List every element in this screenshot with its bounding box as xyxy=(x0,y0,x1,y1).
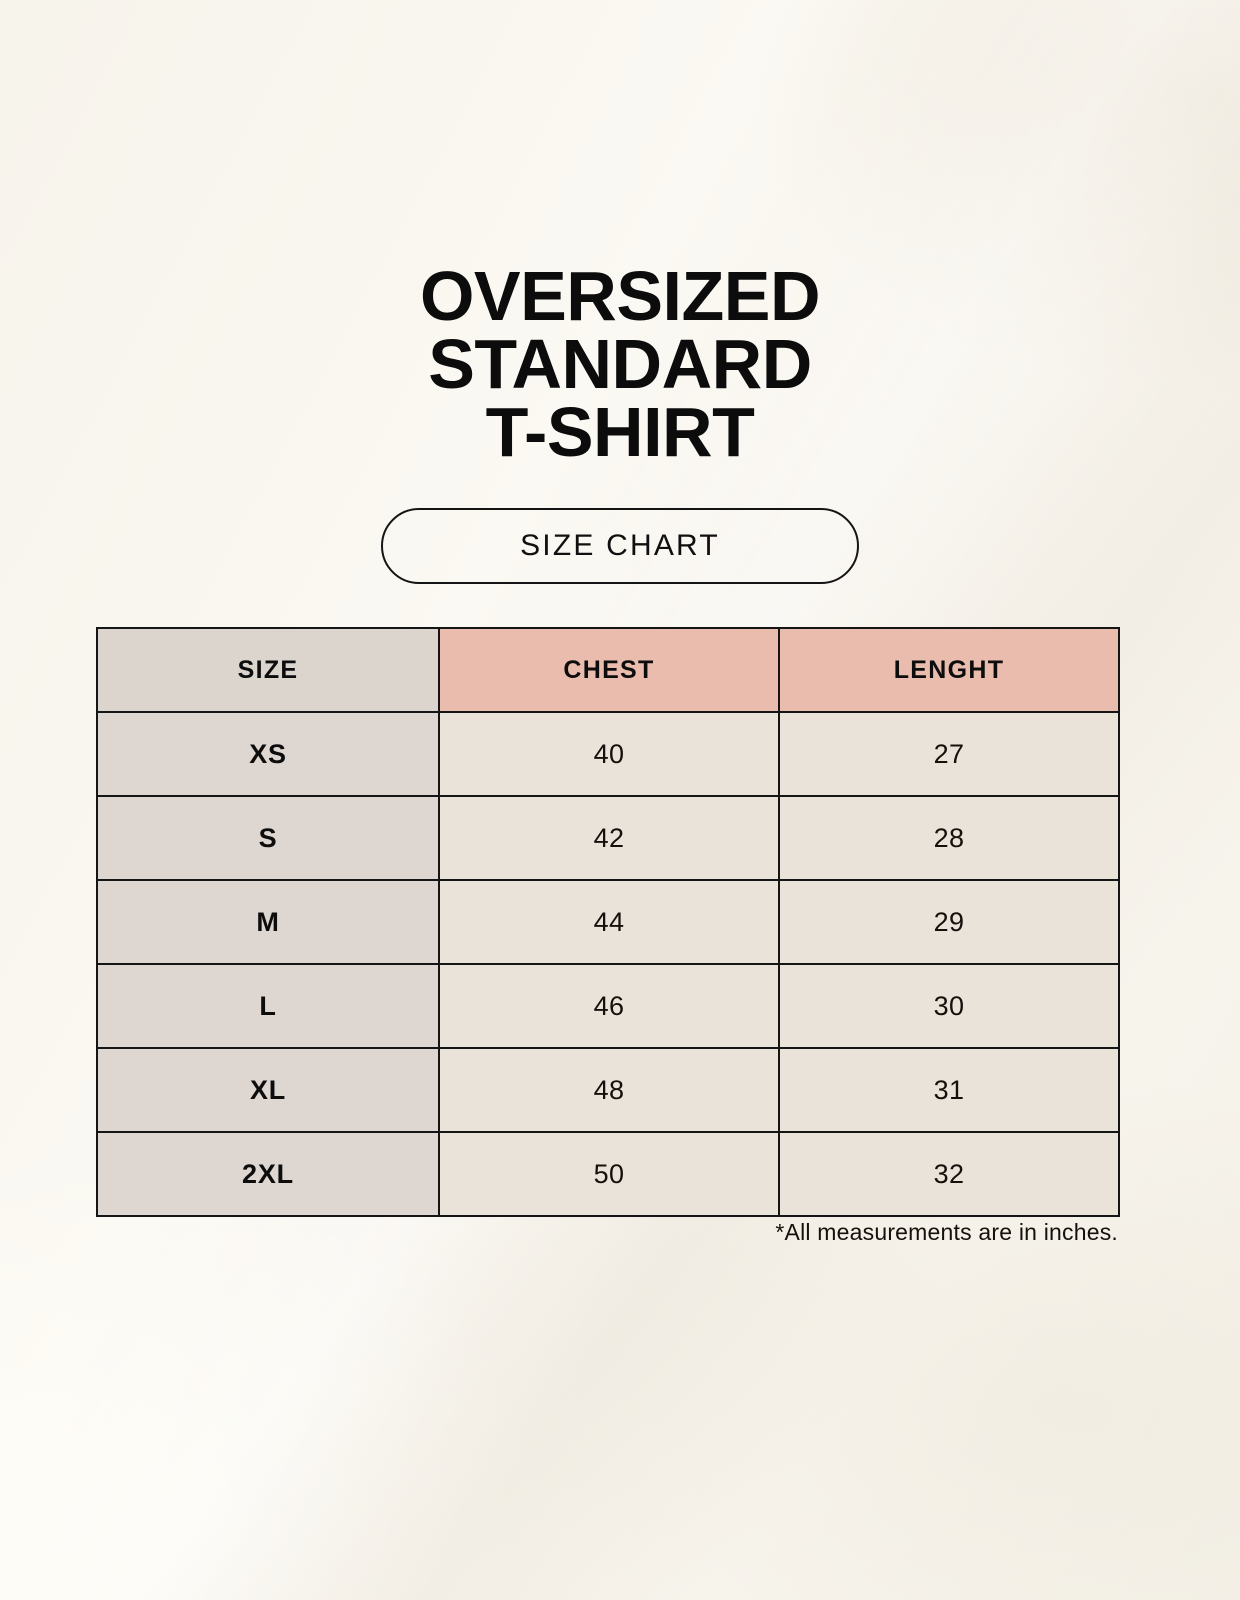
cell-chest: 44 xyxy=(438,879,780,965)
size-table-body: XS 40 27 S 42 xyxy=(96,711,1120,1217)
cell-length: 32 xyxy=(778,1131,1120,1217)
cell-size: S xyxy=(96,795,440,881)
size-value: S xyxy=(258,822,278,853)
cell-chest: 46 xyxy=(438,963,780,1049)
size-value: L xyxy=(259,990,277,1021)
column-header-chest-label: CHEST xyxy=(563,655,655,684)
size-table-container: SIZE CHEST LENGHT XS 40 xyxy=(96,627,1120,1217)
cell-chest: 48 xyxy=(438,1047,780,1133)
column-header-length-label: LENGHT xyxy=(893,655,1005,684)
length-value: 30 xyxy=(933,990,965,1021)
page-title: OVERSIZED STANDARD T-SHIRT xyxy=(0,257,1240,471)
table-row: XL 48 31 xyxy=(96,1047,1120,1133)
title-line-3: T-SHIRT xyxy=(485,393,755,471)
size-chart-badge: SIZE CHART xyxy=(381,508,859,584)
cell-length: 31 xyxy=(778,1047,1120,1133)
length-value: 31 xyxy=(933,1074,965,1105)
cell-size: L xyxy=(96,963,440,1049)
cell-length: 30 xyxy=(778,963,1120,1049)
column-header-chest: CHEST xyxy=(438,627,780,713)
cell-size: XL xyxy=(96,1047,440,1133)
chest-value: 40 xyxy=(593,738,625,769)
chest-value: 48 xyxy=(593,1074,625,1105)
chest-value: 50 xyxy=(593,1158,625,1189)
length-value: 29 xyxy=(933,906,965,937)
size-value: 2XL xyxy=(242,1158,294,1189)
cell-chest: 42 xyxy=(438,795,780,881)
table-row: XS 40 27 xyxy=(96,711,1120,797)
table-row: L 46 30 xyxy=(96,963,1120,1049)
length-value: 32 xyxy=(933,1158,965,1189)
cell-size: M xyxy=(96,879,440,965)
size-value: XS xyxy=(249,738,287,769)
title-line-1: OVERSIZED xyxy=(419,257,821,335)
cell-length: 28 xyxy=(778,795,1120,881)
measurement-units-footnote: *All measurements are in inches. xyxy=(775,1219,1118,1245)
chest-value: 42 xyxy=(593,822,625,853)
column-header-length: LENGHT xyxy=(778,627,1120,713)
size-chart-badge-label: SIZE CHART xyxy=(520,529,720,562)
table-row: S 42 28 xyxy=(96,795,1120,881)
table-row: M 44 29 xyxy=(96,879,1120,965)
title-line-2: STANDARD xyxy=(428,325,812,403)
length-value: 28 xyxy=(933,822,965,853)
column-header-size: SIZE xyxy=(96,627,440,713)
table-row: 2XL 50 32 xyxy=(96,1131,1120,1217)
size-value: XL xyxy=(249,1074,287,1105)
cell-size: 2XL xyxy=(96,1131,440,1217)
column-header-size-label: SIZE xyxy=(237,655,299,684)
cell-length: 29 xyxy=(778,879,1120,965)
cell-chest: 40 xyxy=(438,711,780,797)
size-table: SIZE CHEST LENGHT XS 40 xyxy=(96,627,1120,1217)
cell-chest: 50 xyxy=(438,1131,780,1217)
size-table-header: SIZE CHEST LENGHT xyxy=(96,627,1120,713)
chest-value: 46 xyxy=(593,990,625,1021)
chest-value: 44 xyxy=(593,906,625,937)
table-header-row: SIZE CHEST LENGHT xyxy=(96,627,1120,713)
size-value: M xyxy=(256,906,280,937)
cell-length: 27 xyxy=(778,711,1120,797)
cell-size: XS xyxy=(96,711,440,797)
length-value: 27 xyxy=(933,738,965,769)
